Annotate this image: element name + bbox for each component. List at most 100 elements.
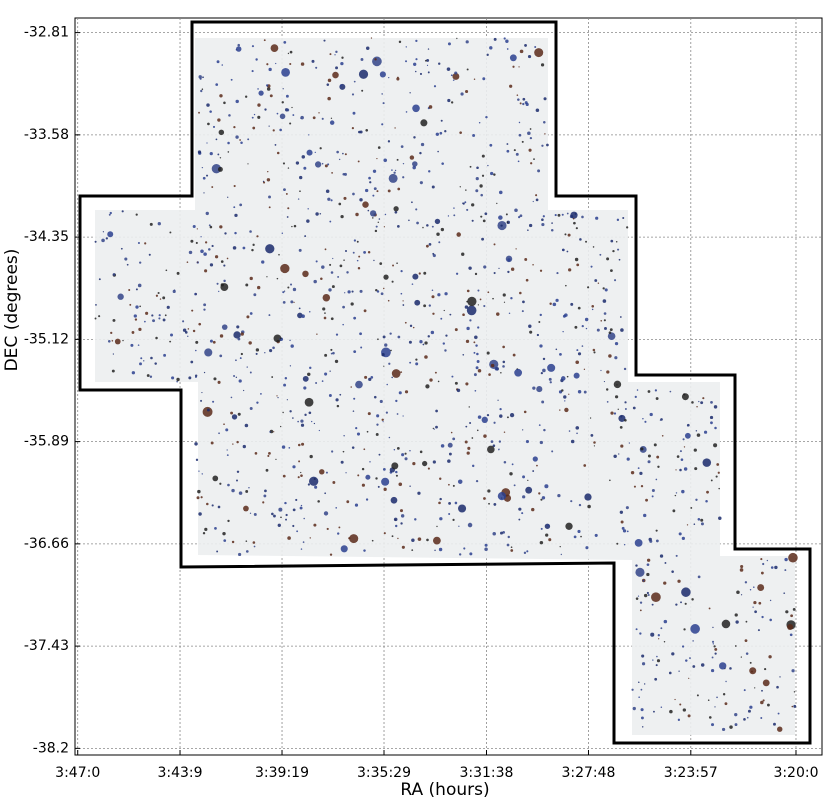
star (530, 162, 533, 165)
star (282, 300, 286, 304)
star (287, 207, 290, 210)
star (281, 101, 284, 104)
star (498, 215, 503, 220)
star (441, 162, 444, 165)
star (462, 354, 465, 356)
star (102, 231, 105, 233)
star (398, 482, 403, 487)
star (219, 225, 223, 229)
star (281, 68, 290, 77)
star (372, 169, 377, 173)
star (129, 303, 132, 306)
star (740, 594, 743, 596)
star (734, 723, 738, 727)
star (313, 279, 317, 284)
star (575, 227, 578, 230)
star (197, 150, 202, 154)
star (682, 438, 685, 441)
star (137, 241, 140, 245)
star (503, 301, 506, 303)
star (563, 395, 567, 399)
star (131, 371, 136, 375)
star (220, 283, 224, 287)
star (233, 184, 236, 188)
star (329, 220, 332, 223)
star (340, 61, 344, 66)
star (578, 503, 582, 507)
star (519, 102, 522, 105)
star (467, 522, 473, 528)
star (339, 264, 343, 268)
star (394, 127, 396, 129)
star (196, 261, 199, 263)
star (336, 404, 340, 408)
star (169, 340, 172, 343)
star (253, 293, 257, 297)
star (266, 63, 269, 66)
star (642, 418, 644, 420)
star (369, 181, 372, 184)
star (619, 426, 623, 429)
star (677, 718, 681, 721)
star (328, 394, 332, 397)
star (608, 354, 612, 358)
star (325, 471, 328, 474)
star (201, 473, 203, 475)
star (329, 263, 332, 266)
x-tick-label: 3:43:9 (157, 765, 202, 781)
star (414, 518, 417, 521)
star (315, 260, 318, 263)
star (279, 113, 286, 120)
star (455, 272, 459, 275)
star (271, 376, 274, 378)
star (431, 295, 435, 299)
star (523, 410, 527, 414)
star (202, 532, 206, 535)
star (396, 413, 399, 415)
star (462, 202, 464, 204)
star (201, 88, 204, 90)
star (230, 396, 233, 399)
star (681, 489, 685, 494)
star (237, 337, 241, 341)
star (793, 691, 796, 693)
star (363, 448, 366, 451)
star (317, 500, 320, 503)
star (376, 290, 380, 293)
star (219, 94, 223, 98)
star (492, 531, 496, 536)
star (291, 106, 293, 109)
star (94, 240, 97, 243)
star (721, 727, 726, 732)
star (743, 718, 746, 721)
star (340, 460, 344, 464)
star (355, 427, 358, 430)
star (654, 389, 658, 392)
star (280, 263, 290, 274)
star (639, 609, 642, 612)
star (647, 594, 650, 597)
star (555, 348, 558, 351)
star (551, 222, 553, 224)
star (346, 271, 349, 274)
star (234, 213, 238, 218)
star (435, 425, 438, 429)
star (725, 680, 727, 683)
star (696, 433, 701, 437)
star (462, 313, 465, 316)
star (231, 488, 235, 493)
star (739, 568, 744, 572)
star (541, 144, 544, 147)
star (560, 553, 562, 556)
star (324, 312, 326, 314)
star (573, 535, 577, 539)
star (283, 383, 287, 387)
star (353, 350, 357, 354)
star (121, 210, 124, 213)
star (386, 383, 388, 386)
star (200, 89, 203, 93)
star (442, 342, 446, 345)
y-tick-label: -35.89 (24, 434, 69, 450)
star (336, 150, 339, 154)
star (284, 377, 288, 380)
